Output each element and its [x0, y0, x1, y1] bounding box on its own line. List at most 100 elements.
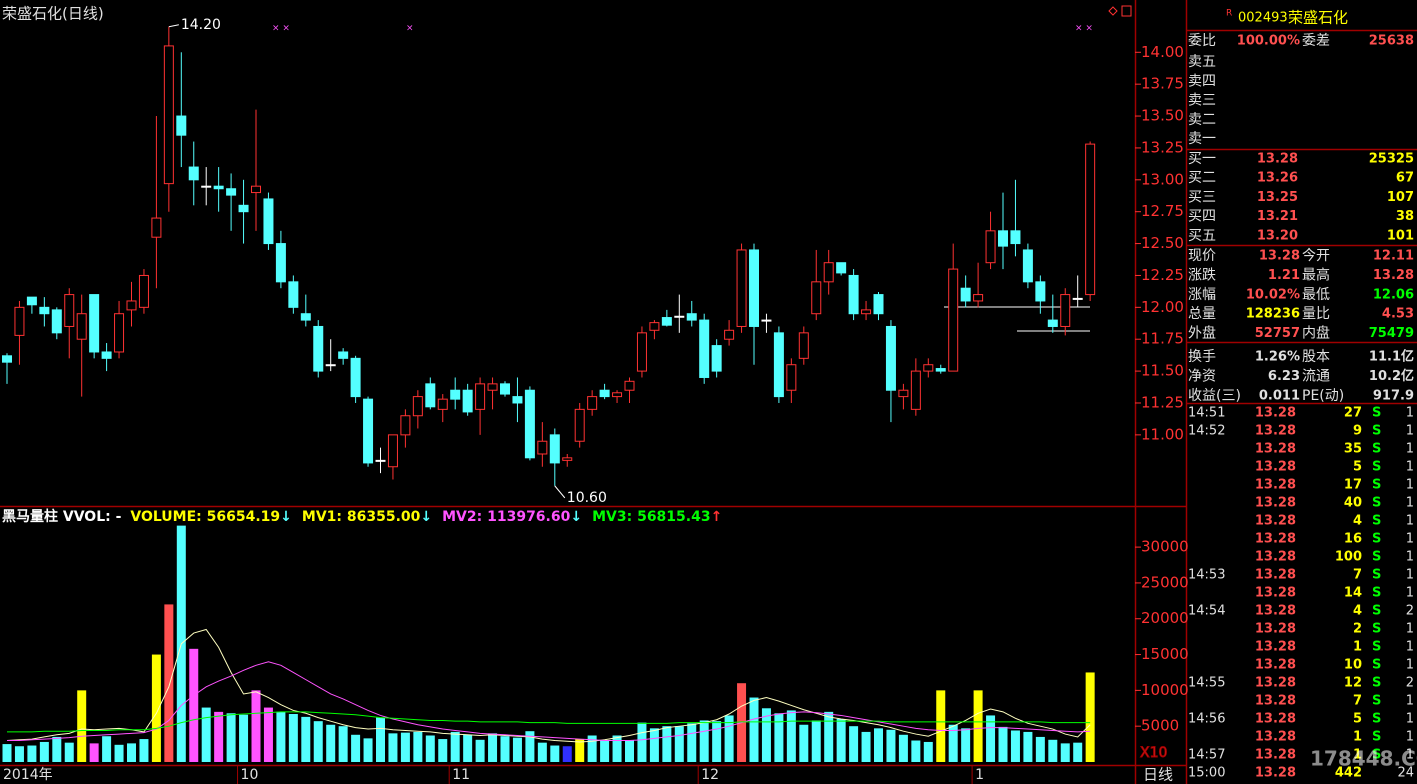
indicator-value: VOLUME: 56654.19 [130, 509, 280, 525]
candle-body [151, 217, 162, 238]
trade-price: 13.28 [1255, 460, 1296, 475]
quote-value: 10.2亿 [1369, 368, 1414, 384]
icon[interactable] [1108, 6, 1118, 16]
volume-bar [413, 731, 423, 762]
candle-body [251, 185, 261, 194]
volume-bar [861, 731, 871, 762]
candle-body [1085, 143, 1096, 296]
y-tick-label: 13.25 [1141, 138, 1184, 156]
trade-time: 14:57 [1188, 748, 1225, 763]
indicator-value: MV3: 56815.43 [592, 509, 711, 525]
icon[interactable] [1121, 5, 1132, 17]
candle-body [898, 389, 909, 398]
candle-body [350, 357, 361, 398]
candle-body [325, 364, 336, 367]
candle-body [487, 383, 498, 391]
quote-value: 13.28 [1373, 268, 1414, 283]
candle-body [549, 434, 560, 464]
indicator-value: 黑马量柱 VVOL: - [2, 508, 122, 525]
trade-price: 13.28 [1255, 622, 1296, 637]
trade-count: 1 [1406, 568, 1414, 583]
trade-volume: 7 [1353, 568, 1362, 583]
candle-body [836, 262, 847, 274]
marker: × × [272, 24, 290, 34]
candle-body [699, 319, 710, 378]
volume-bar [811, 720, 821, 762]
bid-volume: 25325 [1369, 152, 1414, 167]
candle-body [562, 457, 573, 461]
quote-value: 12.11 [1373, 249, 1414, 264]
candle-body [363, 398, 374, 464]
candle-body [1022, 249, 1033, 283]
y-tick-label: 5000 [1141, 717, 1179, 735]
quote-value: 75479 [1369, 326, 1414, 341]
volume-bar [525, 731, 535, 762]
volume-bar [239, 714, 249, 762]
quote-label: 量比 [1302, 306, 1330, 322]
marker: × × [1075, 24, 1093, 34]
quote-label: 今开 [1302, 248, 1330, 264]
trade-price: 13.28 [1255, 766, 1296, 781]
quote-value: 917.9 [1373, 388, 1414, 403]
volume-bar [351, 734, 361, 762]
trade-volume: 5 [1353, 460, 1362, 475]
candle-body [313, 325, 324, 372]
trade-price: 13.28 [1255, 424, 1296, 439]
trade-price: 13.28 [1255, 442, 1296, 457]
annotation-leader [168, 24, 179, 28]
volume-bar [986, 715, 996, 762]
candle-body [1072, 297, 1083, 300]
volume-bar [301, 716, 311, 762]
badge: R [1226, 9, 1232, 19]
volume-bar [961, 728, 971, 762]
candle-body [238, 204, 249, 213]
trade-side: S [1372, 658, 1381, 673]
window-icons [1108, 5, 1132, 17]
quote-label: 流通 [1302, 368, 1330, 384]
trade-time: 14:52 [1188, 424, 1225, 439]
indicator-value: MV2: 113976.60 [442, 509, 570, 525]
trade-side: S [1372, 640, 1381, 655]
bid-label: 买一 [1188, 151, 1216, 167]
volume-bar [139, 739, 149, 762]
trade-time: 14:53 [1188, 568, 1225, 583]
trade-time: 14:55 [1188, 676, 1225, 691]
volume-bar [824, 711, 834, 762]
quote-value: 25638 [1369, 34, 1414, 49]
trade-volume: 100 [1335, 550, 1362, 565]
candle-body [450, 389, 461, 400]
trade-count: 2 [1406, 676, 1414, 691]
quote-value: 6.23 [1268, 369, 1300, 384]
volume-bar [712, 721, 722, 762]
trade-volume: 1 [1353, 640, 1362, 655]
volume-bar [151, 654, 161, 762]
volume-bar [612, 735, 622, 762]
trade-count: 1 [1406, 406, 1414, 421]
y-tick-label: 13.50 [1141, 107, 1184, 125]
candle-body [1010, 230, 1021, 245]
trade-price: 13.28 [1255, 676, 1296, 691]
candle-body [163, 45, 174, 185]
moving-average-line [6, 628, 1091, 743]
trade-side: S [1372, 712, 1381, 727]
trade-price: 13.28 [1255, 712, 1296, 727]
chart-title: 荣盛石化(日线) [2, 5, 104, 23]
y-tick-label: 13.00 [1141, 170, 1184, 188]
candle-body [288, 281, 299, 308]
volume-bar [1035, 736, 1045, 762]
candle-body [26, 296, 37, 306]
stock-name: 荣盛石化 [1288, 9, 1348, 27]
trade-side: S [1372, 406, 1381, 421]
trade-volume: 14 [1344, 586, 1362, 601]
indicator-value: ↓ [420, 509, 432, 525]
y-tick-label: 12.00 [1141, 298, 1184, 316]
candle-body [612, 392, 623, 398]
trade-side: S [1372, 694, 1381, 709]
trade-volume: 17 [1344, 478, 1362, 493]
volume-bar [288, 714, 298, 762]
candle-body [674, 315, 685, 318]
candle-body [375, 459, 386, 462]
candle-body [624, 380, 635, 391]
y-tick-label: 12.25 [1141, 266, 1184, 284]
candle-body [512, 396, 523, 404]
